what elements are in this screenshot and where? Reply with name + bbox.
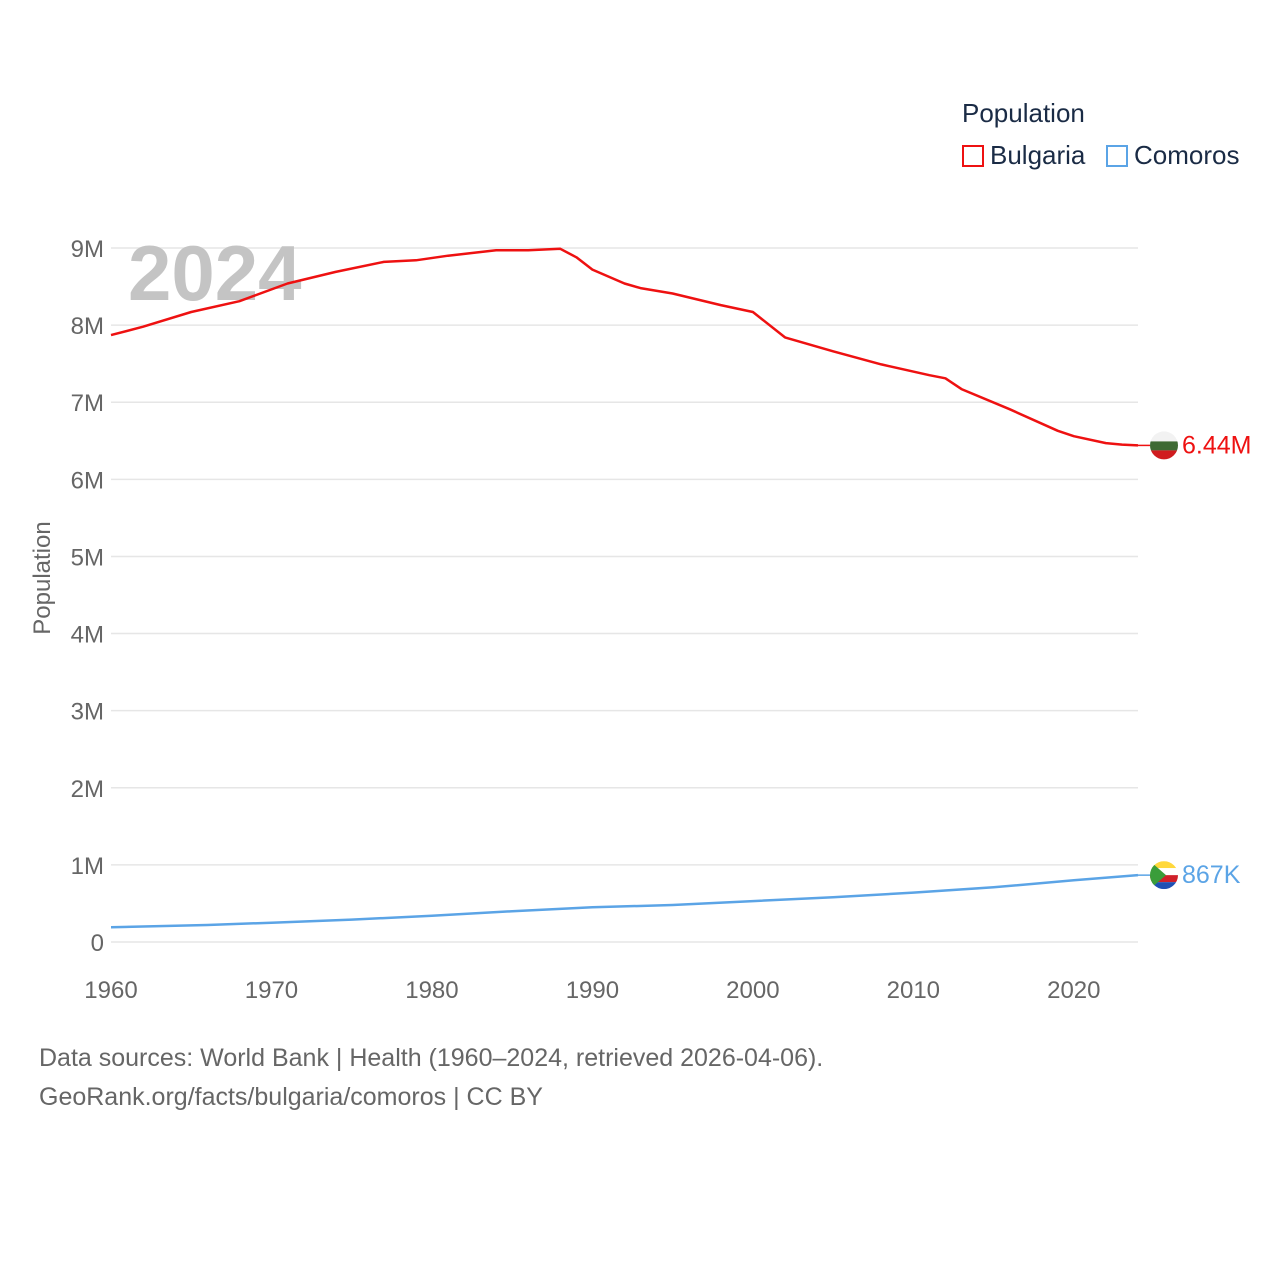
gridlines <box>111 247 1138 943</box>
y-axis-title: Population <box>29 521 56 634</box>
y-tick-label-2: 2M <box>71 776 104 803</box>
x-tick-label-4: 2000 <box>726 977 779 1004</box>
x-tick-label-3: 1990 <box>566 977 619 1004</box>
series-line-bulgaria <box>110 247 1139 447</box>
end-label-bulgaria: 6.44M <box>1182 431 1251 459</box>
legend-swatch-comoros <box>1106 144 1128 167</box>
y-tick-label-4: 4M <box>71 622 104 649</box>
y-tick-label-0: 0 <box>91 930 104 957</box>
x-tick-label-1: 1970 <box>245 977 298 1004</box>
legend-label-bulgaria: Bulgaria <box>990 140 1086 170</box>
y-tick-label-8: 8M <box>71 313 104 340</box>
legend-item-comoros[interactable]: Comoros <box>1106 140 1239 171</box>
y-tick-label-1: 1M <box>71 853 104 880</box>
x-axis: 1960 1970 1980 1990 2000 2010 2020 <box>84 977 1100 1004</box>
y-tick-label-3: 3M <box>71 699 104 726</box>
legend-title: Population <box>962 98 1085 128</box>
legend-swatch-bulgaria <box>962 144 984 167</box>
source-line-2[interactable]: GeoRank.org/facts/bulgaria/comoros | CC … <box>39 1083 543 1111</box>
x-tick-label-6: 2020 <box>1047 977 1100 1004</box>
y-tick-label-5: 5M <box>71 544 104 571</box>
year-watermark: 2024 <box>128 229 302 317</box>
x-tick-label-5: 2010 <box>887 977 940 1004</box>
x-tick-label-2: 1980 <box>405 977 458 1004</box>
x-tick-label-0: 1960 <box>84 977 137 1004</box>
series-end-markers: 6.44M 867K <box>1138 431 1251 890</box>
series-line-comoros <box>110 873 1139 929</box>
y-axis: 0 1M 2M 3M 4M 5M 6M 7M 8M 9M <box>71 236 104 957</box>
legend-item-bulgaria[interactable]: Bulgaria <box>962 140 1085 171</box>
end-label-comoros: 867K <box>1182 861 1241 889</box>
series-lines <box>110 247 1139 929</box>
legend-label-comoros: Comoros <box>1134 140 1240 170</box>
flag-icon-bulgaria <box>1150 431 1178 460</box>
y-tick-label-9: 9M <box>71 236 104 263</box>
flag-icon-comoros <box>1150 861 1178 890</box>
y-tick-label-7: 7M <box>71 390 104 417</box>
source-line-1: Data sources: World Bank | Health (1960–… <box>39 1044 824 1072</box>
y-tick-label-6: 6M <box>71 467 104 494</box>
